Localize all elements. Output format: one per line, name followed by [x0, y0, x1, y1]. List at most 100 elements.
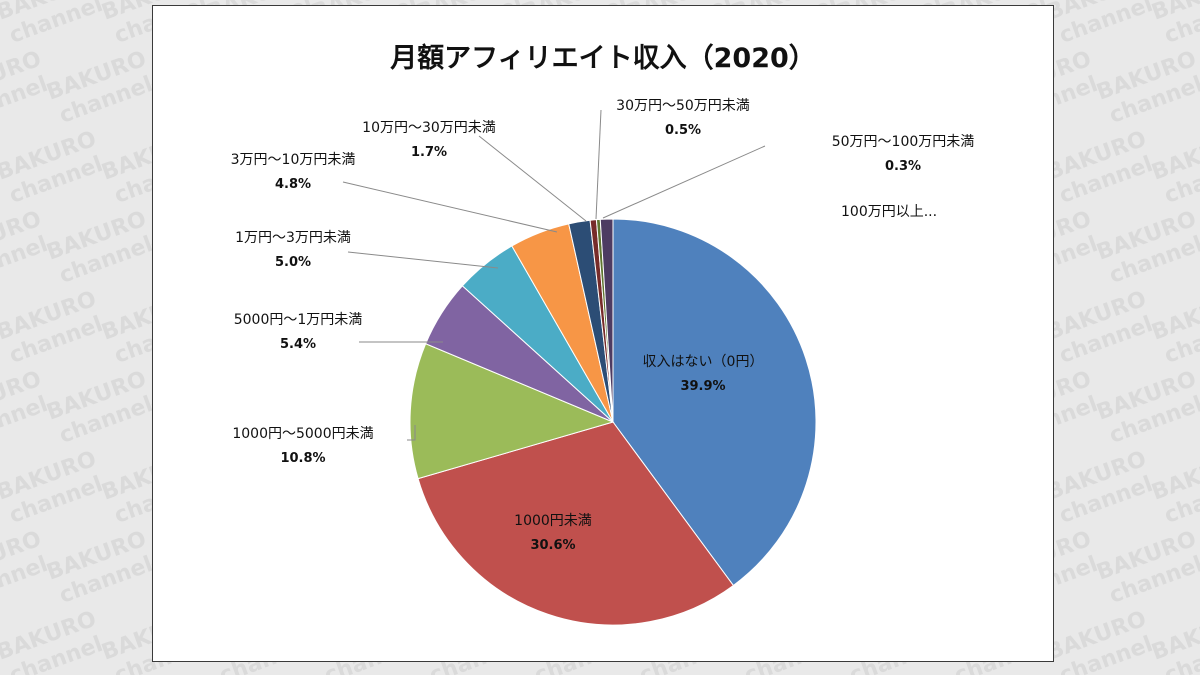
svg-text:channel: channel [0, 312, 1, 369]
svg-text:channel: channel [0, 232, 51, 289]
svg-text:BAKURO: BAKURO [1094, 527, 1200, 586]
svg-text:channel: channel [1161, 0, 1200, 49]
svg-text:channel: channel [1106, 392, 1200, 449]
svg-text:channel: channel [1106, 72, 1200, 129]
slice-label: 50万円～100万円未満 [832, 134, 975, 150]
leader-line [602, 145, 766, 219]
svg-text:channel: channel [0, 632, 1, 675]
svg-text:BAKURO: BAKURO [44, 47, 150, 106]
svg-text:BAKURO: BAKURO [0, 207, 45, 266]
slice-value-label: 5.0% [275, 255, 311, 270]
slice-label: 1万円～3万円未満 [235, 230, 351, 246]
svg-text:BAKURO: BAKURO [1094, 47, 1200, 106]
svg-text:channel: channel [6, 312, 106, 369]
svg-text:channel: channel [1056, 0, 1156, 49]
svg-text:channel: channel [1056, 152, 1156, 209]
svg-text:BAKURO: BAKURO [1044, 127, 1150, 186]
svg-text:BAKURO: BAKURO [0, 367, 45, 426]
svg-text:BAKURO: BAKURO [1149, 287, 1200, 346]
svg-text:channel: channel [0, 552, 51, 609]
svg-text:BAKURO: BAKURO [1044, 607, 1150, 666]
slice-value-label: 0.5% [665, 123, 701, 138]
svg-text:BAKURO: BAKURO [1149, 607, 1200, 666]
svg-text:channel: channel [0, 0, 1, 49]
svg-text:channel: channel [0, 472, 1, 529]
svg-text:channel: channel [56, 552, 156, 609]
svg-text:BAKURO: BAKURO [0, 527, 45, 586]
leader-line [595, 109, 602, 220]
svg-text:channel: channel [6, 152, 106, 209]
pie-slice [409, 343, 615, 480]
svg-text:channel: channel [1106, 552, 1200, 609]
svg-text:channel: channel [1161, 632, 1200, 675]
svg-text:channel: channel [1056, 632, 1156, 675]
pie-slice [599, 218, 614, 423]
svg-text:BAKURO: BAKURO [44, 207, 150, 266]
svg-text:BAKURO: BAKURO [1044, 287, 1150, 346]
svg-text:BAKURO: BAKURO [44, 527, 150, 586]
svg-text:BAKURO: BAKURO [1044, 0, 1150, 26]
slice-value-label: 0.3% [885, 159, 921, 174]
svg-text:channel: channel [6, 0, 106, 49]
slice-label: 100万円以上... [841, 204, 937, 220]
svg-text:BAKURO: BAKURO [0, 127, 100, 186]
svg-text:channel: channel [1161, 152, 1200, 209]
slice-value-label: 10.8% [280, 451, 325, 466]
leader-line [342, 181, 558, 233]
svg-text:BAKURO: BAKURO [1094, 367, 1200, 426]
slice-label: 3万円～10万円未満 [231, 152, 356, 168]
slice-label: 10万円～30万円未満 [362, 120, 496, 136]
slice-value-label: 39.9% [680, 379, 725, 394]
leader-line [407, 425, 416, 441]
slice-label: 5000円～1万円未満 [234, 312, 363, 328]
svg-text:BAKURO: BAKURO [44, 367, 150, 426]
slice-value-label: 4.8% [275, 177, 311, 192]
chart-title: 月額アフィリエイト収入（2020） [390, 43, 816, 74]
pie-chart: 収入はない（0円） 39.9% 1000円未満 30.6% 1000円～5000円未満 1… [231, 98, 975, 626]
slice-label: 1000円未満 [514, 513, 592, 529]
svg-text:channel: channel [56, 232, 156, 289]
slice-value-label: 30.6% [530, 538, 575, 553]
slice-label: 1000円～5000円未満 [232, 426, 373, 442]
slice-label: 収入はない（0円） [643, 354, 764, 370]
svg-text:BAKURO: BAKURO [1044, 447, 1150, 506]
svg-text:channel: channel [0, 72, 51, 129]
leader-line [347, 251, 499, 269]
svg-text:channel: channel [1161, 472, 1200, 529]
svg-text:channel: channel [6, 632, 106, 675]
svg-text:BAKURO: BAKURO [1149, 447, 1200, 506]
svg-text:channel: channel [0, 392, 51, 449]
svg-text:BAKURO: BAKURO [0, 0, 100, 26]
pie-slice [417, 421, 735, 626]
slice-label: 30万円～50万円未満 [616, 98, 750, 114]
svg-text:BAKURO: BAKURO [0, 607, 100, 666]
svg-text:BAKURO: BAKURO [0, 447, 100, 506]
